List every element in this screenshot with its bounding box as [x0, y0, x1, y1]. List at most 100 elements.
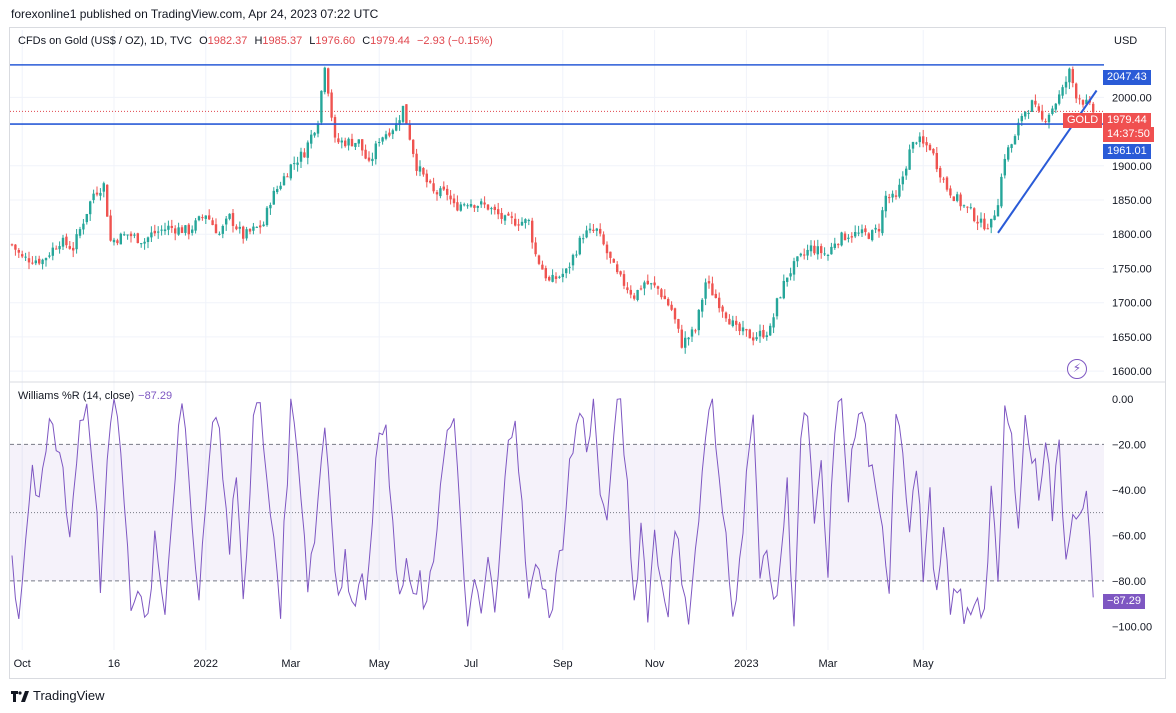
candle-body — [102, 183, 105, 192]
candle-body — [837, 244, 840, 246]
candle-body — [276, 189, 279, 193]
candle-body — [157, 231, 160, 233]
indicator-legend[interactable]: Williams %R (14, close) −87.29 — [18, 390, 172, 402]
candle-body — [55, 248, 58, 250]
candle-body — [480, 201, 483, 205]
candle-body — [820, 246, 823, 254]
candle-body — [568, 266, 571, 268]
change-value: −2.93 (−0.15%) — [416, 35, 493, 47]
candle-body — [384, 134, 388, 139]
candle-body — [1058, 94, 1061, 104]
close-label: C — [362, 35, 371, 47]
candle-body — [979, 218, 983, 223]
candle-body — [160, 229, 163, 231]
candle-body — [109, 215, 112, 241]
candle-body — [1027, 112, 1030, 114]
candle-body — [221, 225, 224, 234]
candle-body — [242, 226, 245, 239]
candle-body — [187, 224, 190, 235]
candle-body — [197, 216, 201, 221]
candle-body — [639, 288, 643, 290]
candle-body — [1020, 115, 1023, 122]
candle-body — [269, 204, 272, 209]
indicator-tick-label: −40.00 — [1112, 485, 1146, 497]
published-caption: forexonline1 published on TradingView.co… — [11, 7, 379, 21]
candle-body — [667, 298, 670, 306]
indicator-value: −87.29 — [138, 390, 173, 402]
candle-body — [942, 178, 945, 180]
candle-body — [133, 234, 136, 236]
candle-body — [486, 204, 490, 210]
candle-body — [10, 244, 14, 246]
candle-body — [228, 213, 231, 219]
candle-body — [959, 194, 962, 207]
candle-body — [731, 320, 734, 327]
candle-body — [772, 317, 775, 328]
candle-body — [252, 226, 255, 231]
candle-body — [17, 250, 20, 253]
time-tick-label: Mar — [281, 658, 300, 670]
candle-body — [888, 197, 891, 199]
candle-body — [381, 137, 384, 142]
candle-body — [701, 299, 704, 312]
candle-body — [1064, 81, 1068, 88]
candle-body — [425, 173, 428, 183]
candle-body — [629, 289, 632, 295]
candle-body — [881, 210, 884, 234]
candle-body — [735, 320, 738, 325]
candle-body — [177, 227, 180, 235]
candle-body — [775, 298, 779, 317]
candle-body — [935, 152, 938, 170]
candle-body — [446, 188, 449, 195]
indicator-tick-label: −20.00 — [1112, 439, 1146, 451]
candle-body — [582, 238, 585, 240]
candle-body — [894, 195, 898, 197]
candle-body — [789, 273, 792, 277]
ohlc-legend[interactable]: CFDs on Gold (US$ / OZ), 1D, TVC O1982.3… — [18, 35, 493, 47]
indicator-axis: 0.00 −20.00 −40.00 −60.00 −80.00 −100.00 — [1112, 394, 1152, 634]
candle-body — [517, 224, 520, 226]
indicator-name[interactable]: Williams %R (14, close) — [18, 390, 135, 402]
candle-body — [527, 220, 530, 222]
candle-body — [813, 245, 816, 254]
candle-body — [106, 184, 109, 217]
candle-body — [415, 153, 418, 171]
time-tick-label: Jul — [464, 658, 478, 670]
candle-body — [1010, 144, 1013, 149]
candle-body — [1000, 176, 1003, 207]
candle-body — [68, 246, 71, 249]
candle-body — [320, 90, 323, 123]
candle-body — [983, 218, 986, 230]
candle-body — [874, 227, 877, 230]
candle-body — [272, 190, 275, 205]
candle-body — [993, 215, 996, 220]
candle-body — [680, 329, 683, 348]
candle-body — [364, 149, 367, 159]
candle-body — [544, 268, 547, 279]
candle-body — [435, 192, 439, 195]
candle-body — [864, 228, 867, 233]
candle-body — [803, 254, 806, 256]
lightning-icon[interactable]: ⚡︎ — [1067, 359, 1087, 379]
candle-body — [21, 254, 24, 257]
candle-body — [622, 274, 626, 286]
time-tick-label: 2023 — [734, 658, 758, 670]
candle-body — [721, 306, 724, 312]
candle-body — [537, 255, 541, 264]
candle-body — [588, 228, 592, 231]
candle-body — [690, 329, 694, 337]
candle-body — [609, 251, 612, 258]
candle-body — [259, 225, 262, 228]
candle-body — [1013, 136, 1017, 145]
candle-body — [289, 164, 292, 179]
candle-body — [82, 223, 85, 230]
price-tick-label: 1700.00 — [1112, 298, 1152, 310]
chart-frame[interactable] — [9, 27, 1166, 679]
candle-body — [857, 232, 860, 234]
candle-body — [116, 240, 119, 244]
candle-body — [1075, 83, 1078, 99]
footer-brand[interactable]: TradingView — [11, 688, 105, 703]
candle-body — [966, 206, 969, 208]
symbol-title[interactable]: CFDs on Gold (US$ / OZ), 1D, TVC — [18, 35, 193, 47]
